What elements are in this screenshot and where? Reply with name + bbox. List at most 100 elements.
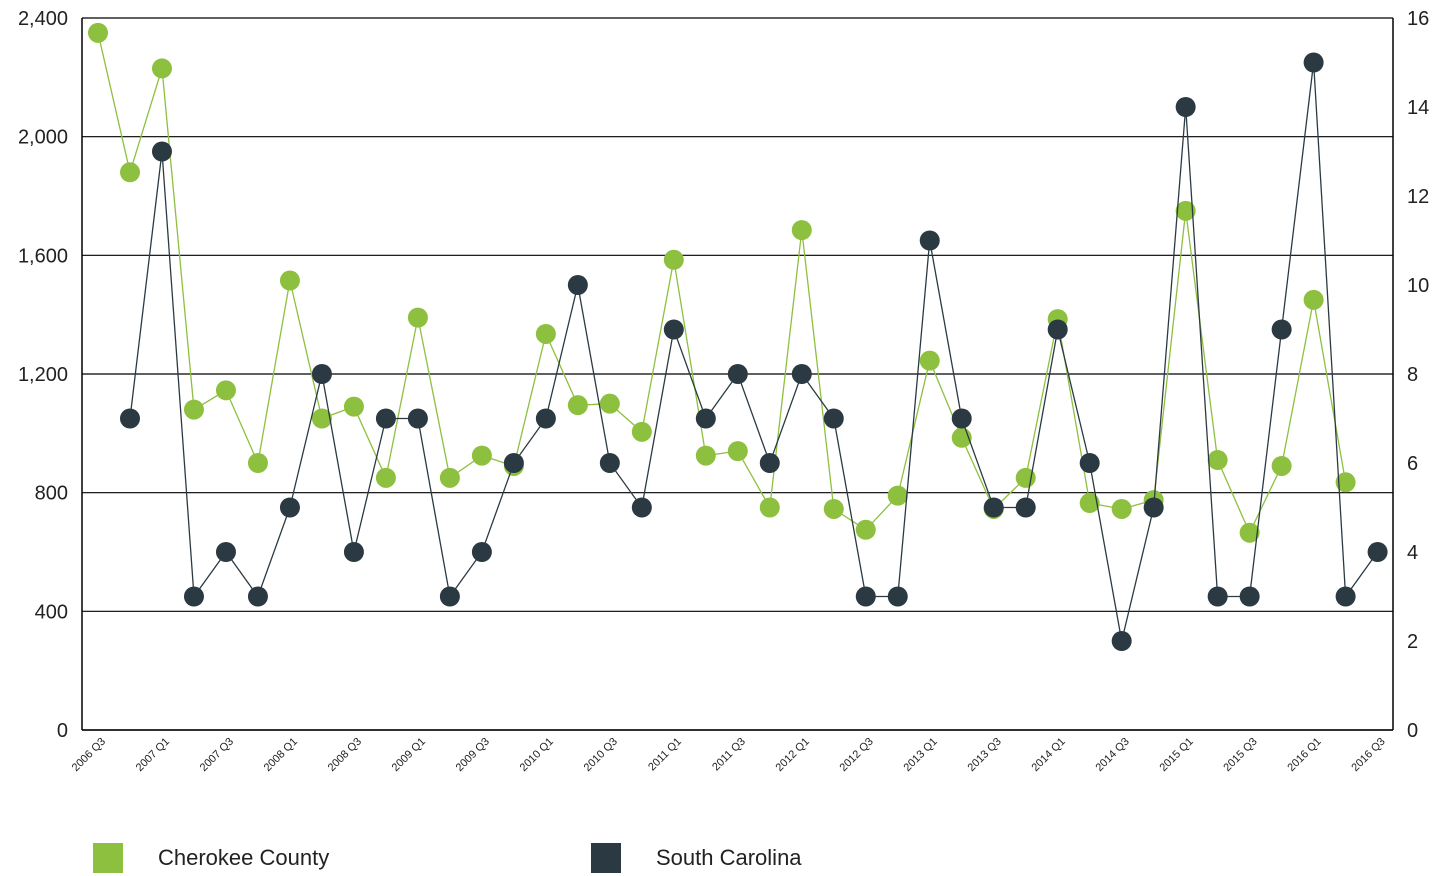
data-point-cherokee-county (567, 395, 588, 416)
y-right-tick-label: 12 (1407, 186, 1429, 208)
y-left-tick-label: 400 (35, 601, 68, 623)
x-tick-label: 2009 Q1 (390, 736, 428, 774)
data-point-cherokee-county (439, 467, 460, 488)
legend-label-cherokee: Cherokee County (158, 845, 330, 870)
data-point-south-carolina (1015, 497, 1036, 518)
x-tick-label: 2007 Q1 (134, 736, 172, 774)
data-point-cherokee-county (599, 393, 620, 414)
data-point-south-carolina (1175, 97, 1196, 117)
y-right-tick-label: 0 (1407, 720, 1418, 742)
data-point-cherokee-county (1111, 498, 1132, 519)
data-point-cherokee-county (375, 467, 396, 488)
data-point-cherokee-county (151, 58, 172, 79)
y-right-tick-label: 14 (1407, 97, 1429, 119)
data-point-cherokee-county (535, 323, 556, 344)
data-point-south-carolina (1239, 586, 1260, 607)
data-point-south-carolina (1303, 52, 1324, 73)
series-layer (88, 22, 1388, 651)
legend-item-cherokee: Cherokee County (93, 843, 329, 873)
x-tick-label: 2015 Q3 (1221, 736, 1259, 774)
data-point-cherokee-county (1239, 522, 1260, 543)
data-point-cherokee-county (759, 497, 780, 518)
data-point-south-carolina (1079, 453, 1100, 473)
data-point-south-carolina (919, 230, 940, 251)
legend-label-south-carolina: South Carolina (656, 845, 802, 870)
data-point-cherokee-county (1335, 472, 1356, 493)
x-tick-label: 2007 Q3 (198, 736, 236, 774)
data-point-cherokee-county (695, 445, 716, 466)
data-point-cherokee-county (727, 441, 748, 462)
data-point-cherokee-county (183, 399, 204, 420)
x-tick-label: 2012 Q1 (774, 736, 812, 774)
x-tick-label: 2008 Q3 (326, 736, 364, 774)
x-tick-label: 2014 Q3 (1093, 736, 1131, 774)
data-point-south-carolina (343, 542, 364, 562)
x-tick-label: 2011 Q1 (646, 736, 684, 774)
data-point-south-carolina (183, 586, 204, 607)
data-point-south-carolina (951, 408, 972, 429)
data-point-south-carolina (1367, 542, 1388, 562)
data-point-south-carolina (1207, 586, 1228, 607)
x-tick-label: 2008 Q1 (262, 736, 300, 774)
right-axis-ticks: 0 2 4 6 8 10 12 14 16 (1407, 8, 1429, 742)
data-point-south-carolina (1111, 631, 1132, 651)
data-point-south-carolina (631, 497, 652, 518)
y-right-tick-label: 16 (1407, 8, 1429, 30)
x-tick-label: 2013 Q3 (966, 736, 1004, 774)
data-point-south-carolina (471, 542, 492, 562)
data-point-cherokee-county (919, 350, 940, 371)
data-point-south-carolina (855, 586, 876, 607)
legend-swatch-south-carolina (591, 843, 621, 873)
data-point-cherokee-county (1175, 200, 1196, 221)
x-tick-label: 2012 Q3 (838, 736, 876, 774)
y-right-tick-label: 8 (1407, 364, 1418, 386)
y-right-tick-label: 6 (1407, 453, 1418, 475)
left-axis-ticks: 0 400 800 1,200 1,600 2,000 2,400 (18, 8, 68, 742)
data-point-cherokee-county (1207, 450, 1228, 471)
x-tick-label: 2006 Q3 (70, 736, 108, 774)
x-tick-label: 2010 Q1 (518, 736, 556, 774)
series-south-carolina (119, 52, 1388, 651)
data-point-cherokee-county (887, 485, 908, 506)
axes (81, 18, 1394, 731)
data-point-cherokee-county (119, 162, 140, 183)
series-line-south-carolina (129, 62, 1379, 642)
data-point-south-carolina (567, 275, 588, 295)
data-point-cherokee-county (663, 249, 684, 270)
x-tick-label: 2016 Q3 (1349, 736, 1387, 774)
data-point-south-carolina (1047, 319, 1068, 340)
data-point-south-carolina (663, 319, 684, 340)
data-point-south-carolina (311, 364, 332, 384)
y-left-tick-label: 1,600 (18, 245, 68, 267)
data-point-cherokee-county (279, 270, 300, 291)
y-left-tick-label: 0 (57, 720, 68, 742)
data-point-south-carolina (439, 586, 460, 607)
y-left-tick-label: 800 (35, 483, 68, 505)
data-point-south-carolina (695, 408, 716, 429)
data-point-south-carolina (503, 453, 524, 473)
data-point-south-carolina (151, 141, 172, 162)
data-point-south-carolina (759, 453, 780, 473)
x-axis-ticks: 2006 Q3 2007 Q1 2007 Q3 2008 Q1 2008 Q3 2009 … (70, 736, 1388, 774)
data-point-south-carolina (279, 497, 300, 518)
series-line-cherokee-county (97, 32, 1347, 535)
data-point-south-carolina (983, 497, 1004, 518)
data-point-south-carolina (791, 364, 812, 384)
data-point-cherokee-county (1303, 289, 1324, 310)
data-point-cherokee-county (631, 421, 652, 442)
x-tick-label: 2015 Q1 (1157, 736, 1195, 774)
data-point-south-carolina (1143, 497, 1164, 518)
data-point-cherokee-county (855, 519, 876, 540)
legend-item-south-carolina: South Carolina (591, 843, 802, 873)
data-point-south-carolina (535, 408, 556, 429)
y-right-tick-label: 10 (1407, 275, 1429, 297)
x-tick-label: 2009 Q3 (454, 736, 492, 774)
y-right-tick-label: 2 (1407, 631, 1418, 653)
y-left-tick-label: 2,000 (18, 127, 68, 149)
x-tick-label: 2016 Q1 (1285, 736, 1323, 774)
data-point-cherokee-county (471, 445, 492, 466)
data-point-south-carolina (887, 586, 908, 607)
data-point-south-carolina (247, 586, 268, 607)
data-point-cherokee-county (88, 22, 108, 43)
